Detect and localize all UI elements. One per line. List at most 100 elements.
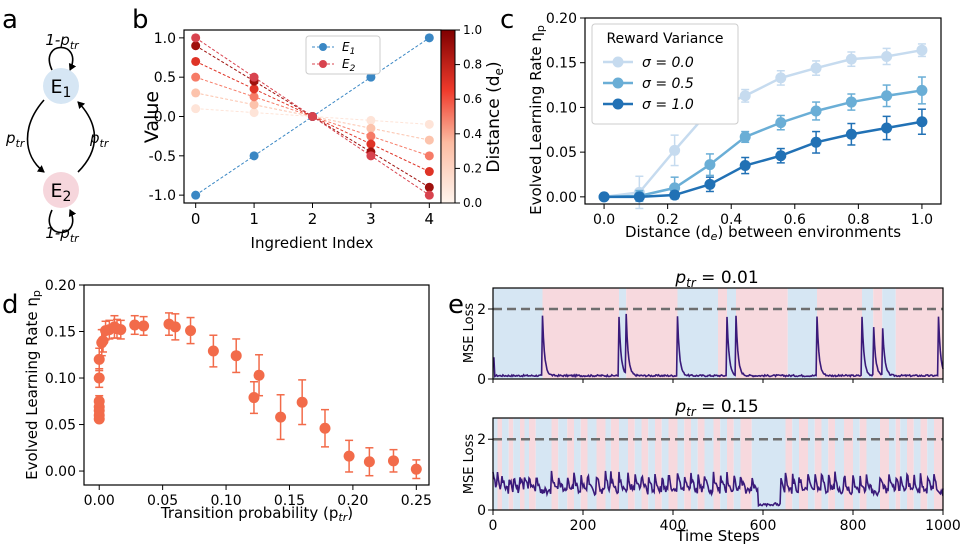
transition-left-label: ptr: [5, 129, 26, 150]
environment-band: [558, 418, 568, 510]
data-point: [410, 463, 422, 475]
data-point: [93, 372, 105, 384]
y-tick-label: 0.05: [546, 145, 577, 161]
series-point: [598, 191, 610, 203]
chart-e-top-title: ptr = 0.01: [674, 268, 758, 290]
environment-band: [634, 418, 642, 510]
series-point: [810, 62, 822, 74]
x-tick-label: 3: [366, 210, 376, 228]
x-tick-label: 0.8: [847, 212, 869, 228]
environment-band: [508, 418, 514, 510]
series-point: [881, 90, 893, 102]
environment-band: [567, 418, 574, 510]
chart-e-bottom-plot: 0 2 0 200 400 600 800 1000: [477, 418, 961, 534]
environment-band: [853, 418, 860, 510]
x-tick-label: 800: [840, 518, 867, 534]
data-point: [253, 369, 265, 381]
environment-band: [895, 288, 943, 379]
loss-line: [492, 470, 944, 508]
interp-point: [191, 104, 201, 114]
interp-point: [191, 88, 201, 98]
self-loop-bottom-arrow: [48, 209, 77, 234]
loss-line: [493, 313, 944, 379]
chart-e-top: ptr = 0.01 02 MSE Loss: [462, 268, 944, 388]
legend-e1-marker: [319, 43, 327, 51]
environment-band: [718, 288, 727, 379]
state-e1-node: [43, 68, 79, 104]
chart-e-bottom: ptr = 0.15 020 200 400 600 800 1000 MSE Loss …: [462, 397, 961, 545]
environment-band: [535, 418, 552, 510]
environment-band: [697, 418, 705, 510]
legend-e2-marker: [319, 60, 327, 68]
state-e2-node: [43, 172, 79, 208]
environment-band: [727, 418, 734, 510]
environment-band: [605, 418, 611, 510]
series-point: [775, 117, 787, 129]
x-tick-label: 600: [750, 518, 777, 534]
y-tick-label: 0: [477, 503, 486, 519]
y-tick-label: 0.10: [546, 100, 577, 116]
interp-point: [424, 119, 434, 129]
e1-point: [424, 33, 434, 43]
chart-e-bottom-frame: [492, 417, 944, 511]
interp-point: [366, 123, 376, 133]
panel-label-c: c: [500, 5, 514, 35]
environment-band: [814, 418, 822, 510]
chart-c-ticks: 0.0 0.2 0.4 0.6 0.8 1.0 0.00 0.05 0.10 0.15 0.20: [546, 11, 933, 228]
e2-point: [191, 33, 201, 43]
environment-band: [677, 418, 685, 510]
transition-right-label: ptr: [89, 129, 110, 150]
environment-band: [934, 418, 943, 510]
state-e1-label: E1: [51, 76, 72, 101]
data-point: [138, 320, 150, 332]
environment-band: [587, 418, 597, 510]
legend-marker: [612, 56, 624, 68]
x-tick-label: 0: [489, 518, 498, 534]
chart-b-ylabel: Value: [141, 91, 163, 143]
chart-c: 0.0 0.2 0.4 0.6 0.8 1.0 0.00 0.05 0.10 0.15 0.20 D…: [527, 11, 942, 243]
series-point: [916, 116, 928, 128]
series-point: [845, 96, 857, 108]
e2-point: [308, 112, 317, 121]
chart-d: 0.00 0.05 0.10 0.15 0.20 0.25 0.00 0.05 0.10 0.15…: [23, 278, 432, 524]
interp-point: [424, 182, 434, 192]
data-point: [115, 324, 127, 336]
chart-c-legend-items: σ = 0.0 σ = 0.5 σ = 1.0: [603, 55, 694, 113]
data-point: [230, 350, 242, 362]
y-tick-label: 0.20: [546, 11, 577, 27]
self-loop-top-label: 1-ptr: [45, 31, 80, 52]
environment-band: [551, 418, 559, 510]
environment-band: [882, 288, 896, 379]
y-tick-label: -1.0: [149, 188, 176, 204]
chart-b-ticks: 0 1 2 3 4 -1.0 -0.5 0.0 0.5 1.0: [149, 31, 434, 228]
data-point: [169, 321, 181, 333]
environment-band: [691, 418, 698, 510]
series-point: [704, 178, 716, 190]
environment-band: [828, 418, 835, 510]
y-tick-label: 2: [477, 302, 486, 318]
x-tick-label: 0.15: [274, 493, 305, 509]
y-tick-label: 1.0: [154, 31, 176, 47]
chart-d-points: [93, 312, 422, 480]
environment-band: [713, 418, 721, 510]
x-tick-label: 0.4: [720, 212, 742, 228]
data-point: [93, 395, 105, 407]
data-point: [185, 325, 197, 337]
series-point: [775, 72, 787, 84]
environment-band: [513, 418, 520, 510]
x-tick-label: 1.0: [911, 212, 933, 228]
series-line-0: [603, 48, 923, 199]
transition-arrow-up: [77, 101, 96, 173]
environment-band: [736, 288, 788, 379]
series-point: [739, 131, 751, 143]
data-point: [296, 396, 308, 408]
x-tick-label: 200: [570, 518, 597, 534]
transition-arrow-down: [26, 99, 45, 173]
environment-band: [720, 418, 727, 510]
environment-band: [648, 418, 655, 510]
chart-e-bottom-ylabel: MSE Loss: [462, 434, 477, 495]
x-tick-label: 0.20: [337, 493, 368, 509]
series-point: [881, 50, 893, 62]
y-tick-label: -0.5: [149, 149, 176, 165]
